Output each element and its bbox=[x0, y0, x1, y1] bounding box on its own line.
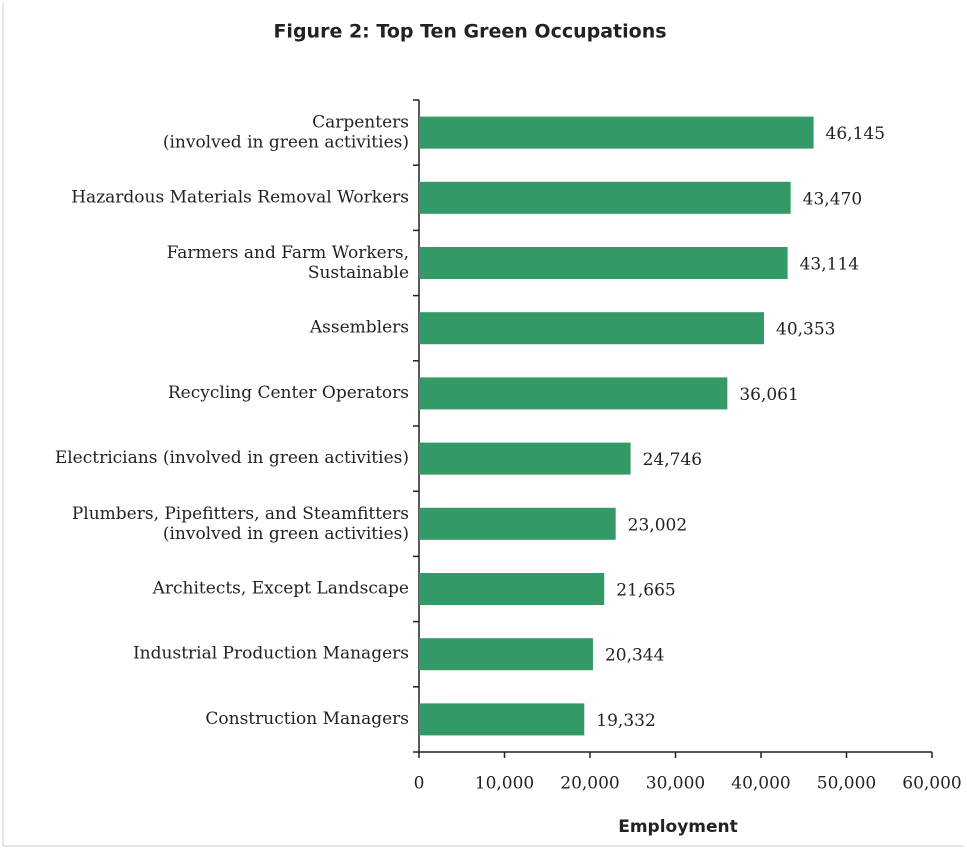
bar bbox=[419, 312, 765, 345]
y-tick-label: Assemblers bbox=[309, 318, 409, 338]
x-axis-label: Employment bbox=[618, 817, 738, 837]
bar bbox=[419, 507, 616, 540]
y-tick-label: Farmers and Farm Workers, Sustainable bbox=[167, 243, 409, 283]
y-tick-label: Industrial Production Managers bbox=[133, 644, 409, 664]
y-tick-label: Construction Managers bbox=[205, 709, 409, 729]
x-tick-label: 10,000 bbox=[475, 774, 534, 794]
y-tick-label: Architects, Except Landscape bbox=[152, 579, 409, 599]
x-tick-label: 50,000 bbox=[817, 774, 876, 794]
bar bbox=[419, 442, 631, 475]
value-label: 24,746 bbox=[643, 450, 702, 470]
y-tick-label: Plumbers, Pipefitters, and Steamfitters(… bbox=[72, 503, 409, 543]
y-tick-label: Recycling Center Operators bbox=[168, 383, 409, 403]
bar bbox=[419, 247, 788, 279]
bar bbox=[419, 638, 593, 671]
value-label: 23,002 bbox=[628, 515, 687, 535]
chart-title: Figure 2: Top Ten Green Occupations bbox=[273, 21, 666, 43]
value-label: 19,332 bbox=[596, 711, 655, 731]
y-tick-label: Hazardous Materials Removal Workers bbox=[71, 187, 409, 207]
x-tick-label: 0 bbox=[414, 774, 425, 794]
bar bbox=[419, 703, 585, 736]
bar bbox=[419, 116, 814, 149]
bar bbox=[419, 181, 791, 214]
x-tick-label: 40,000 bbox=[731, 774, 790, 794]
value-label: 46,145 bbox=[826, 124, 885, 144]
x-tick-label: 30,000 bbox=[646, 774, 705, 794]
value-label: 40,353 bbox=[776, 320, 835, 340]
y-tick-label: Electricians (involved in green activiti… bbox=[55, 448, 409, 468]
value-label: 20,344 bbox=[605, 646, 664, 666]
value-label: 21,665 bbox=[616, 581, 675, 601]
x-tick-label: 20,000 bbox=[560, 774, 619, 794]
value-label: 36,061 bbox=[739, 385, 798, 405]
value-label: 43,114 bbox=[800, 255, 859, 275]
value-label: 43,470 bbox=[803, 189, 862, 209]
bar bbox=[419, 573, 605, 605]
bar bbox=[419, 377, 728, 410]
x-tick-label: 60,000 bbox=[902, 774, 961, 794]
y-tick-label: Carpenters (involved in green activities) bbox=[163, 112, 409, 152]
